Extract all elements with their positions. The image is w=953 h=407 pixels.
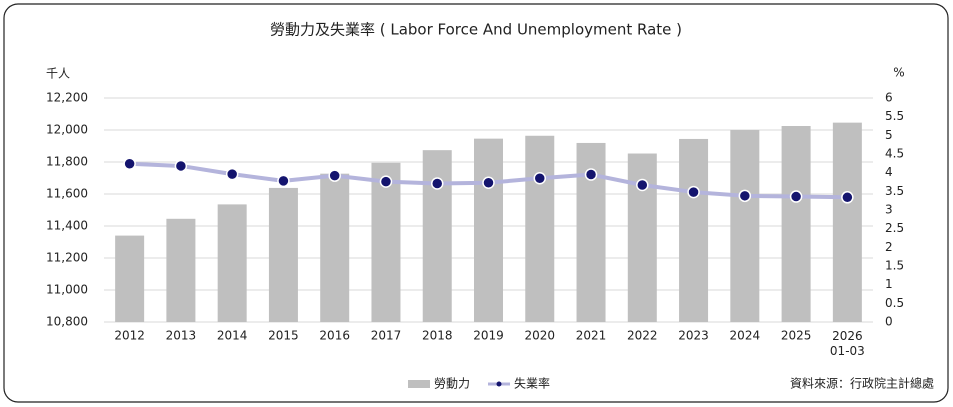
x-tick-label: 2024 xyxy=(730,329,761,343)
line-marker xyxy=(174,159,188,173)
x-tick-label: 2015 xyxy=(268,329,299,343)
x-tick-label: 2022 xyxy=(627,329,658,343)
line-marker xyxy=(379,175,393,188)
bar xyxy=(268,187,298,322)
y2-tick-label: 4.5 xyxy=(885,147,904,161)
legend-label: 失業率 xyxy=(514,376,550,391)
x-tick-label: 2013 xyxy=(166,329,197,343)
line-marker xyxy=(533,172,547,185)
y2-tick-label: 2.5 xyxy=(885,221,904,235)
line-marker xyxy=(430,177,444,190)
y2-tick-label: 1 xyxy=(885,277,893,291)
bar xyxy=(320,173,350,322)
y-tick-label: 10,800 xyxy=(46,315,88,329)
y2-tick-label: 3.5 xyxy=(885,184,904,198)
y-tick-label: 11,600 xyxy=(46,187,88,201)
x-tick-label: 2012 xyxy=(114,329,145,343)
line-marker xyxy=(687,185,700,199)
legend-label: 勞動力 xyxy=(434,377,470,391)
line-marker xyxy=(123,157,136,170)
y-axis-label: 千人 xyxy=(46,67,70,81)
x-tick-label: 2019 xyxy=(473,329,504,343)
legend-swatch xyxy=(408,380,430,388)
bar xyxy=(525,135,555,322)
line-marker xyxy=(789,190,803,203)
line-marker xyxy=(636,178,649,192)
y2-tick-label: 0.5 xyxy=(885,296,904,310)
x-tick-label: 2021 xyxy=(576,329,607,343)
line-marker xyxy=(584,168,598,181)
x-tick-label: 2016 xyxy=(319,329,350,343)
x-tick-label: 2023 xyxy=(678,329,709,343)
bar xyxy=(371,162,401,322)
x-tick-label: 2018 xyxy=(422,329,453,343)
y2-tick-label: 5 xyxy=(885,128,893,142)
y2-tick-label: 4 xyxy=(885,165,893,179)
x-tick-label: 2025 xyxy=(781,329,812,343)
x-tick-label: 2014 xyxy=(217,329,248,343)
line-marker xyxy=(482,176,495,189)
y2-tick-label: 6 xyxy=(885,91,893,105)
x-tick-label: 2017 xyxy=(371,329,402,343)
line-marker xyxy=(738,189,752,203)
x-tick-label: 2026 01-03 xyxy=(830,329,865,358)
y2-axis-label: % xyxy=(893,66,904,80)
legend-marker xyxy=(496,381,502,387)
bar xyxy=(832,122,862,322)
y2-tick-label: 5.5 xyxy=(885,109,904,123)
y-tick-label: 11,800 xyxy=(46,155,88,169)
line-marker xyxy=(841,191,854,204)
line-marker xyxy=(277,174,290,188)
y2-tick-label: 2 xyxy=(885,240,893,254)
chart-title: 勞動力及失業率 ( Labor Force And Unemployment R… xyxy=(270,21,682,39)
bar xyxy=(730,130,760,322)
bar xyxy=(217,204,247,322)
bar xyxy=(474,138,503,322)
y-tick-label: 11,200 xyxy=(46,251,88,265)
x-tick-label: 2020 xyxy=(524,329,555,343)
bar xyxy=(166,218,196,322)
bar xyxy=(115,235,145,322)
y-tick-label: 12,200 xyxy=(46,91,88,105)
y2-tick-label: 1.5 xyxy=(885,259,904,273)
y-tick-label: 11,400 xyxy=(46,219,88,233)
source-note: 資料來源：行政院主計總處 xyxy=(790,376,934,391)
line-marker xyxy=(225,167,239,181)
bar xyxy=(781,126,811,322)
bar xyxy=(422,150,452,322)
y2-tick-label: 3 xyxy=(885,203,893,217)
y-tick-label: 11,000 xyxy=(46,283,88,297)
y-tick-label: 12,000 xyxy=(46,123,88,137)
bar xyxy=(679,138,709,322)
line-marker xyxy=(328,169,341,182)
y2-tick-label: 0 xyxy=(885,315,893,329)
